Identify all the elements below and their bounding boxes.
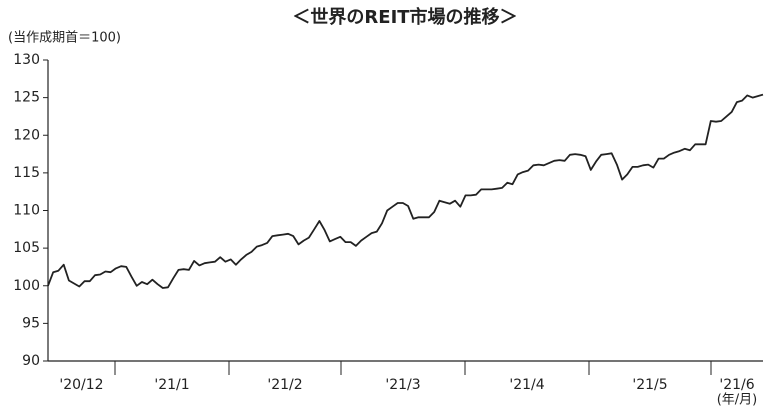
y-tick-label: 125 — [13, 90, 40, 106]
x-axis-unit: (年/月) — [717, 393, 758, 408]
chart-title: ＜世界のREIT市場の推移＞ — [292, 6, 517, 28]
y-tick-label: 90 — [22, 353, 40, 369]
y-tick-label: 110 — [13, 203, 40, 219]
x-tick-label: '21/2 — [267, 377, 302, 393]
x-tick-label: '20/12 — [59, 377, 103, 393]
x-tick-label: '21/1 — [154, 377, 189, 393]
x-tick-label: '21/5 — [632, 377, 667, 393]
x-tick-label: '21/6 — [719, 377, 754, 393]
y-tick-label: 100 — [13, 278, 40, 294]
y-axis-label: (当作成期首＝100) — [8, 31, 121, 46]
x-tick-label: '21/4 — [509, 377, 544, 393]
x-tick-label: '21/3 — [385, 377, 420, 393]
y-tick-label: 130 — [13, 52, 40, 68]
index-line — [47, 93, 764, 289]
y-tick-label: 120 — [13, 127, 40, 143]
y-tick-label: 105 — [13, 240, 40, 256]
y-tick-label: 115 — [13, 165, 40, 181]
y-tick-label: 95 — [22, 315, 40, 331]
